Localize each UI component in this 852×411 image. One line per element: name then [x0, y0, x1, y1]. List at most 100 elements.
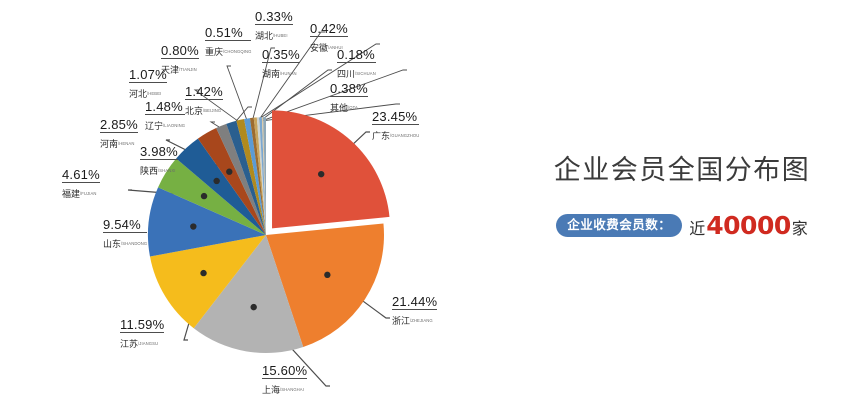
leader-line: [251, 47, 275, 122]
leader-dots-group: [190, 168, 331, 311]
callout-name: 浙江/ZHEJIANG: [392, 309, 438, 328]
pie-slices-group: [148, 110, 390, 353]
callout-guangdong: 23.45% 广东/GUANGZHOU: [372, 109, 420, 143]
callout-shanxi: 3.98% 陕西/SHANXI: [140, 145, 178, 178]
right-panel: 企业会员全国分布图 企业收费会员数： 近 40000 家: [500, 0, 852, 411]
callout-name: 江苏/JIANGSU: [120, 332, 165, 351]
callout-pct: 23.45%: [372, 109, 418, 124]
leader-line: [255, 43, 380, 122]
callout-pct: 1.42%: [185, 84, 223, 99]
callout-pct: 0.35%: [262, 47, 300, 62]
callout-pct: 1.07%: [129, 67, 167, 82]
callout-hunan: 0.35% 湖南/HUNAN: [262, 48, 300, 81]
callout-zhejiang: 21.44% 浙江/ZHEJIANG: [392, 294, 438, 328]
pie-slice[interactable]: [263, 117, 266, 235]
callout-name: 上海/SHANGHAI: [262, 378, 308, 397]
pie-slice[interactable]: [226, 120, 266, 235]
callout-pct: 11.59%: [120, 317, 165, 332]
callout-shanghai: 15.60% 上海/SHANGHAI: [262, 363, 308, 397]
callout-name: 河北/HEBEI: [129, 82, 167, 101]
callout-sichuan: 0.18% 四川/SICHUAN: [337, 48, 376, 81]
pie-slice[interactable]: [261, 117, 266, 235]
callout-henan: 2.85% 河南/HENAN: [100, 118, 138, 151]
callout-name: 山东/SHANDONG: [103, 232, 148, 251]
callout-hebei: 1.07% 河北/HEBEI: [129, 68, 167, 101]
callout-name: 其他/QTA: [330, 96, 368, 115]
callout-beijing: 1.42% 北京/BEIJING: [185, 85, 223, 118]
value-prefix: 近: [689, 219, 706, 238]
callout-pct: 4.61%: [62, 167, 100, 182]
callout-anhui: 0.42% 安徽/ANHUI: [310, 22, 348, 55]
callout-pct: 0.42%: [310, 21, 348, 36]
pie-slice[interactable]: [193, 235, 304, 353]
callout-pct: 0.38%: [330, 81, 368, 96]
pie-slice[interactable]: [216, 123, 266, 235]
callout-hubei: 0.33% 湖北/HUBEI: [255, 10, 293, 43]
callout-name: 广东/GUANGZHOU: [372, 124, 420, 143]
leader-dot: [317, 170, 325, 178]
callout-qita: 0.38% 其他/QTA: [330, 82, 368, 115]
pie-slice[interactable]: [266, 223, 385, 347]
leader-dot: [190, 223, 197, 230]
pie-slice[interactable]: [259, 117, 266, 235]
leader-line: [231, 106, 252, 126]
callout-name: 湖南/HUNAN: [262, 62, 300, 81]
pie-slice[interactable]: [149, 235, 266, 329]
leader-dot: [213, 177, 220, 185]
callout-name: 重庆/CHONGQING: [205, 40, 252, 59]
callout-name: 河南/HENAN: [100, 132, 138, 151]
callout-pct: 0.18%: [337, 47, 375, 62]
callout-name: 湖北/HUBEI: [255, 24, 293, 43]
callout-name: 北京/BEIJING: [185, 99, 223, 118]
callout-shandong: 9.54% 山东/SHANDONG: [103, 217, 148, 251]
leader-line: [226, 65, 249, 123]
leader-line: [260, 69, 332, 122]
pie-slice[interactable]: [272, 110, 390, 229]
status-badge: 企业收费会员数：: [556, 213, 683, 238]
callout-name: 安徽/ANHUI: [310, 36, 348, 55]
leader-line: [262, 69, 407, 122]
pie-slice[interactable]: [158, 158, 266, 235]
callout-pct: 0.80%: [161, 43, 199, 58]
callout-name: 辽宁/LIAONING: [145, 114, 186, 133]
value-suffix: 家: [791, 219, 808, 238]
callout-name: 天津/TIANJIN: [161, 58, 199, 77]
callout-pct: 3.98%: [140, 144, 178, 159]
leader-dot: [250, 303, 257, 311]
callout-tianjin: 0.80% 天津/TIANJIN: [161, 44, 199, 77]
callout-pct: 21.44%: [392, 294, 438, 309]
callout-name: 四川/SICHUAN: [337, 62, 376, 81]
chart-area: 0.33% 湖北/HUBEI 0.42% 安徽/ANHUI 0.35% 湖南/H…: [62, 10, 438, 397]
callout-fujian: 4.61% 福建/FUJIAN: [62, 168, 100, 201]
leader-dot: [200, 269, 207, 277]
callout-jiangsu: 11.59% 江苏/JIANGSU: [120, 317, 165, 351]
pie-slice[interactable]: [249, 117, 266, 235]
callout-chongqing: 0.51% 重庆/CHONGQING: [205, 26, 252, 59]
pie-slice[interactable]: [244, 118, 266, 235]
leader-line: [264, 103, 400, 121]
callout-pct: 15.60%: [262, 363, 308, 378]
leader-dot: [324, 271, 331, 279]
callout-pct: 0.33%: [255, 9, 293, 24]
pie-chart-svg: [127, 31, 407, 387]
pie-slice[interactable]: [253, 117, 266, 235]
leader-dot: [200, 192, 208, 200]
pie-slice[interactable]: [176, 138, 266, 235]
pie-slice[interactable]: [148, 187, 266, 257]
callout-pct: 2.85%: [100, 117, 138, 132]
value-number: 40000: [706, 211, 791, 240]
callout-liaoning: 1.48% 辽宁/LIAONING: [145, 99, 186, 133]
leader-line: [209, 121, 223, 130]
leader-line: [257, 31, 325, 122]
pie-slice[interactable]: [256, 117, 266, 235]
callout-pct: 9.54%: [103, 217, 141, 232]
pie-slice[interactable]: [236, 119, 266, 235]
leader-dot: [226, 168, 233, 175]
callout-pct: 1.48%: [145, 99, 183, 114]
pie-slice[interactable]: [197, 128, 266, 235]
member-count-line: 企业收费会员数： 近 40000 家: [522, 213, 842, 238]
callout-name: 福建/FUJIAN: [62, 182, 100, 201]
member-count-value: 近 40000 家: [689, 213, 808, 238]
page-title: 企业会员全国分布图: [553, 155, 811, 186]
